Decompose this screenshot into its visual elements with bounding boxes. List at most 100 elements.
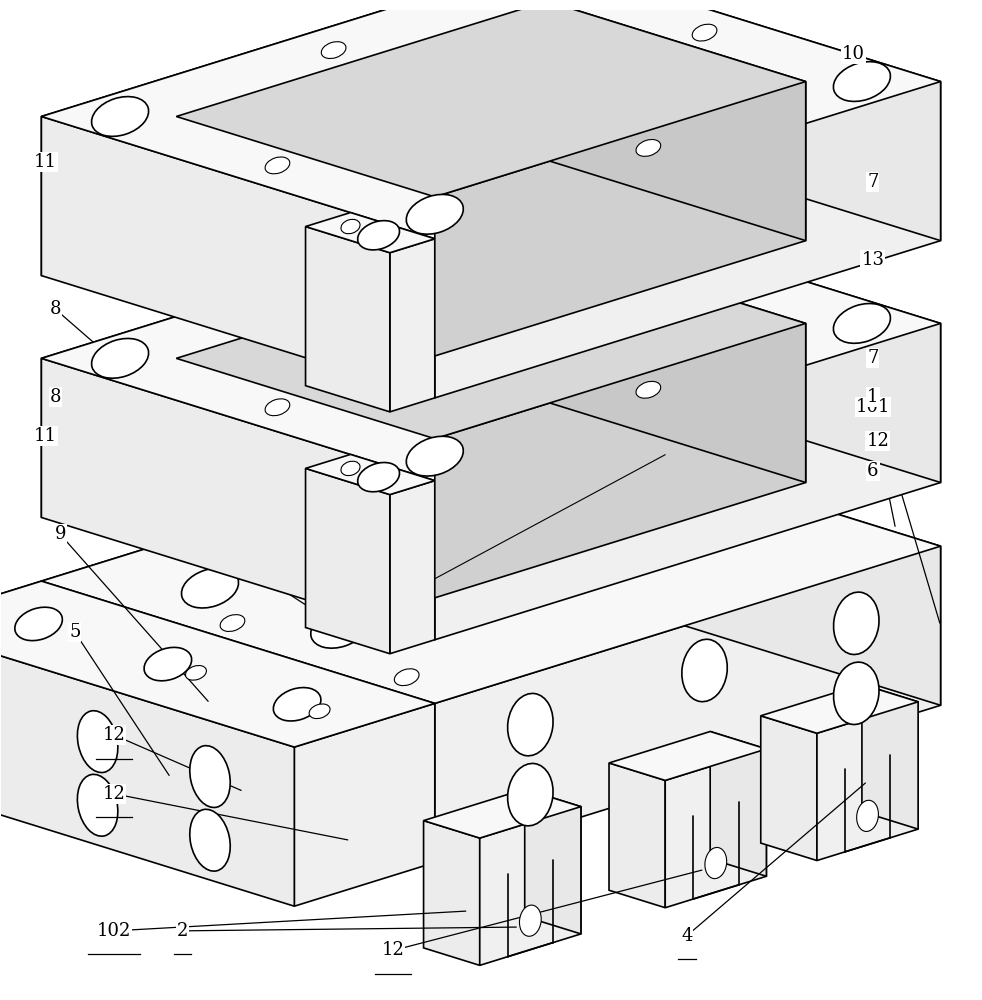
Ellipse shape bbox=[186, 666, 206, 680]
Ellipse shape bbox=[692, 24, 717, 41]
Polygon shape bbox=[761, 716, 817, 861]
Ellipse shape bbox=[434, 570, 491, 610]
Ellipse shape bbox=[834, 592, 879, 654]
Text: 11: 11 bbox=[34, 153, 57, 171]
Polygon shape bbox=[41, 581, 435, 863]
Ellipse shape bbox=[407, 436, 464, 476]
Ellipse shape bbox=[78, 711, 118, 773]
Ellipse shape bbox=[834, 304, 891, 343]
Polygon shape bbox=[41, 0, 941, 239]
Text: 12: 12 bbox=[102, 726, 126, 744]
Ellipse shape bbox=[182, 568, 239, 608]
Ellipse shape bbox=[682, 639, 728, 702]
Ellipse shape bbox=[15, 607, 63, 641]
Ellipse shape bbox=[636, 139, 661, 156]
Text: 6: 6 bbox=[867, 462, 879, 480]
Polygon shape bbox=[41, 0, 547, 276]
Text: 13: 13 bbox=[861, 251, 885, 269]
Ellipse shape bbox=[732, 494, 756, 511]
Polygon shape bbox=[41, 358, 435, 640]
Ellipse shape bbox=[357, 462, 400, 492]
Ellipse shape bbox=[91, 97, 148, 136]
Ellipse shape bbox=[407, 194, 464, 234]
Ellipse shape bbox=[395, 669, 419, 686]
Ellipse shape bbox=[220, 615, 245, 631]
Polygon shape bbox=[524, 789, 581, 934]
Text: 4: 4 bbox=[682, 927, 692, 945]
Polygon shape bbox=[609, 763, 665, 908]
Ellipse shape bbox=[78, 774, 118, 836]
Polygon shape bbox=[609, 732, 766, 780]
Ellipse shape bbox=[856, 800, 879, 831]
Ellipse shape bbox=[310, 608, 368, 648]
Polygon shape bbox=[547, 1, 805, 241]
Ellipse shape bbox=[341, 219, 360, 234]
Ellipse shape bbox=[705, 847, 727, 879]
Ellipse shape bbox=[508, 763, 553, 826]
Text: 12: 12 bbox=[866, 432, 890, 450]
Polygon shape bbox=[390, 481, 435, 654]
Ellipse shape bbox=[357, 221, 400, 250]
Text: 8: 8 bbox=[49, 300, 61, 318]
Polygon shape bbox=[41, 424, 941, 703]
Ellipse shape bbox=[273, 688, 321, 721]
Polygon shape bbox=[0, 625, 295, 906]
Polygon shape bbox=[710, 732, 766, 876]
Text: 2: 2 bbox=[177, 922, 189, 940]
Ellipse shape bbox=[508, 693, 553, 756]
Ellipse shape bbox=[636, 381, 661, 398]
Ellipse shape bbox=[91, 338, 148, 378]
Ellipse shape bbox=[321, 284, 346, 300]
Polygon shape bbox=[862, 684, 918, 829]
Polygon shape bbox=[305, 454, 435, 495]
Ellipse shape bbox=[321, 42, 346, 59]
Text: 12: 12 bbox=[382, 941, 405, 959]
Text: 1: 1 bbox=[867, 388, 879, 406]
Text: 7: 7 bbox=[867, 173, 879, 191]
Ellipse shape bbox=[144, 647, 191, 681]
Text: 11: 11 bbox=[34, 427, 57, 445]
Polygon shape bbox=[295, 703, 435, 906]
Polygon shape bbox=[41, 424, 547, 740]
Polygon shape bbox=[435, 82, 805, 356]
Text: 7: 7 bbox=[867, 349, 879, 367]
Ellipse shape bbox=[687, 491, 744, 531]
Ellipse shape bbox=[692, 266, 717, 283]
Ellipse shape bbox=[309, 704, 330, 719]
Ellipse shape bbox=[834, 662, 879, 725]
Polygon shape bbox=[305, 227, 390, 412]
Ellipse shape bbox=[518, 206, 575, 245]
Polygon shape bbox=[547, 243, 805, 483]
Ellipse shape bbox=[519, 905, 541, 936]
Polygon shape bbox=[305, 468, 390, 654]
Text: 5: 5 bbox=[69, 623, 81, 641]
Polygon shape bbox=[305, 213, 435, 253]
Text: 12: 12 bbox=[102, 785, 126, 803]
Polygon shape bbox=[547, 424, 941, 705]
Ellipse shape bbox=[265, 157, 290, 174]
Polygon shape bbox=[435, 82, 941, 398]
Polygon shape bbox=[41, 201, 547, 517]
Polygon shape bbox=[665, 749, 766, 908]
Ellipse shape bbox=[834, 62, 891, 101]
Ellipse shape bbox=[518, 0, 575, 4]
Polygon shape bbox=[817, 702, 918, 861]
Polygon shape bbox=[423, 821, 480, 965]
Polygon shape bbox=[177, 1, 805, 197]
Text: 8: 8 bbox=[49, 388, 61, 406]
Ellipse shape bbox=[446, 486, 503, 526]
Polygon shape bbox=[0, 581, 435, 747]
Polygon shape bbox=[0, 581, 41, 784]
Polygon shape bbox=[177, 243, 805, 439]
Polygon shape bbox=[390, 239, 435, 412]
Polygon shape bbox=[435, 323, 805, 598]
Ellipse shape bbox=[341, 461, 360, 476]
Polygon shape bbox=[761, 684, 918, 733]
Polygon shape bbox=[435, 546, 941, 863]
Polygon shape bbox=[41, 116, 435, 398]
Ellipse shape bbox=[190, 746, 230, 807]
Polygon shape bbox=[480, 807, 581, 965]
Polygon shape bbox=[547, 0, 941, 241]
Ellipse shape bbox=[558, 451, 615, 491]
Polygon shape bbox=[41, 201, 941, 481]
